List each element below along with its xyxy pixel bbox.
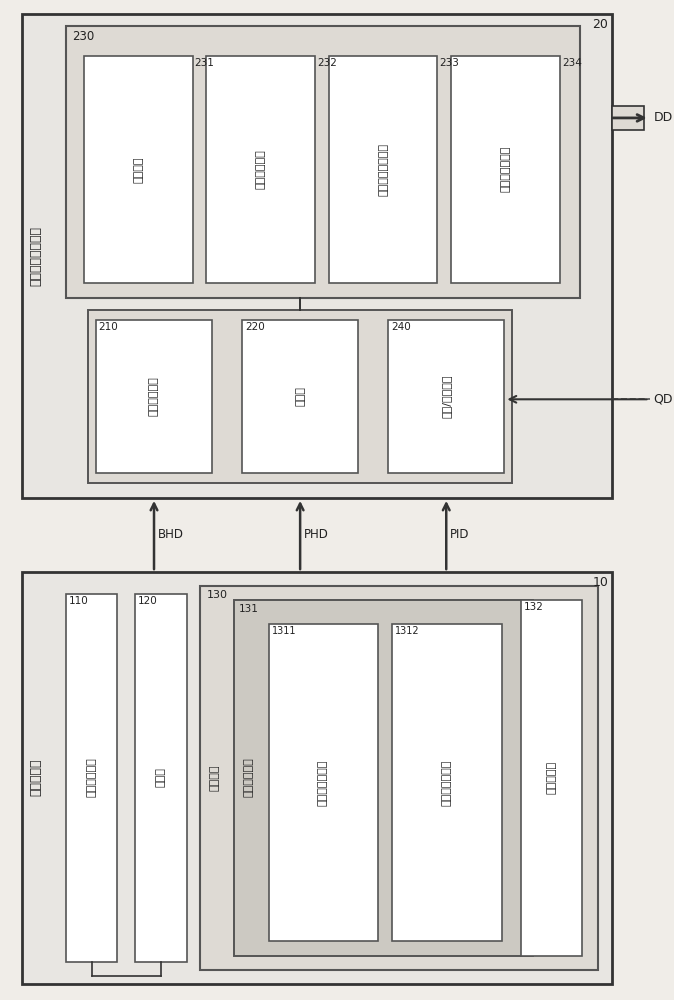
Bar xyxy=(66,594,117,962)
Text: BHD: BHD xyxy=(158,528,184,541)
Text: 通信电路单元: 通信电路单元 xyxy=(149,376,159,416)
Bar xyxy=(612,106,644,130)
Text: 230: 230 xyxy=(72,30,94,43)
Bar xyxy=(96,320,212,473)
Text: 处理器: 处理器 xyxy=(156,767,166,787)
Bar xyxy=(392,624,501,941)
Bar xyxy=(200,586,599,970)
Bar xyxy=(206,56,315,283)
Text: 220: 220 xyxy=(245,322,265,332)
Text: PID: PID xyxy=(450,528,470,541)
Text: 存储装置: 存储装置 xyxy=(133,156,143,183)
Bar xyxy=(66,26,580,298)
Text: DD: DD xyxy=(654,111,673,124)
Text: 数据摄取装置: 数据摄取装置 xyxy=(255,149,266,189)
Text: 通信电路单元: 通信电路单元 xyxy=(87,758,97,797)
Text: 132: 132 xyxy=(524,602,544,612)
Bar xyxy=(521,600,582,956)
Text: 处理器: 处理器 xyxy=(295,386,305,406)
Text: 231: 231 xyxy=(195,58,214,68)
Text: 131: 131 xyxy=(239,604,259,614)
Text: 1311: 1311 xyxy=(272,626,296,636)
Text: 110: 110 xyxy=(69,596,89,606)
Text: 120: 120 xyxy=(138,596,158,606)
Text: 购买历史数据库: 购买历史数据库 xyxy=(441,759,452,806)
Text: 233: 233 xyxy=(439,58,459,68)
Text: 232: 232 xyxy=(317,58,337,68)
Text: 商品数据库: 商品数据库 xyxy=(547,761,557,794)
Text: 130: 130 xyxy=(206,590,227,600)
Text: 10: 10 xyxy=(592,576,608,589)
Bar xyxy=(135,594,187,962)
Text: 电商服务器: 电商服务器 xyxy=(29,759,42,796)
Bar xyxy=(22,572,612,984)
Text: 浏览历史数据库: 浏览历史数据库 xyxy=(318,759,328,806)
Text: 210: 210 xyxy=(98,322,119,332)
Bar xyxy=(388,320,505,473)
Text: 234: 234 xyxy=(561,58,582,68)
Text: 消费者数据库: 消费者数据库 xyxy=(244,758,254,797)
Bar xyxy=(268,624,378,941)
Text: 240: 240 xyxy=(391,322,410,332)
Text: PHD: PHD xyxy=(304,528,329,541)
Bar xyxy=(88,310,512,483)
Text: 存储装置: 存储装置 xyxy=(209,764,219,791)
Text: 决策因素数据库: 决策因素数据库 xyxy=(501,146,510,192)
Text: 输入/输出装置: 输入/输出装置 xyxy=(441,375,452,418)
Text: QD: QD xyxy=(654,393,673,406)
Bar xyxy=(84,56,193,283)
Text: 决策因素分析装置: 决策因素分析装置 xyxy=(29,226,42,286)
Text: 20: 20 xyxy=(592,18,608,31)
Bar xyxy=(234,600,533,956)
Bar xyxy=(22,14,612,498)
Bar xyxy=(242,320,359,473)
Bar xyxy=(329,56,437,283)
Text: 1312: 1312 xyxy=(395,626,419,636)
Bar xyxy=(451,56,560,283)
Text: 决策因素管理模块: 决策因素管理模块 xyxy=(378,143,388,196)
